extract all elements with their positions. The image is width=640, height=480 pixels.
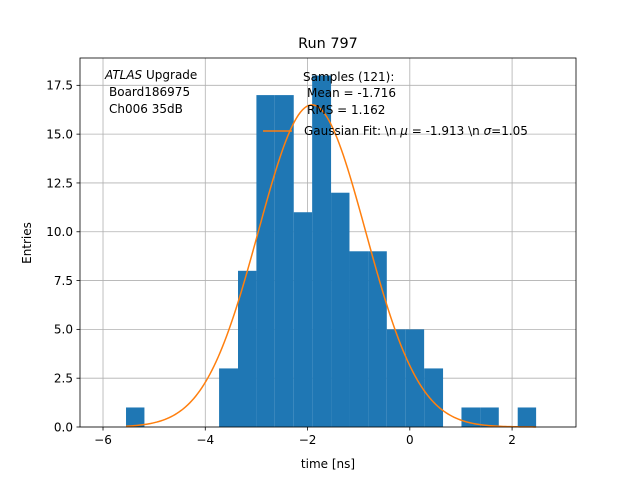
stats-samples: Samples (121): [303, 70, 394, 84]
histogram-bar [349, 251, 369, 427]
legend-fit-label: Gaussian Fit: \n μ = -1.913 \n σ=1.05 [304, 124, 528, 138]
histogram-bar [256, 95, 275, 427]
histogram-bar [238, 270, 257, 427]
legend-text-3: =1.05 [491, 124, 528, 138]
y-tick-label: 15.0 [46, 127, 73, 141]
histogram-bar [368, 251, 387, 427]
plot-frame [79, 57, 577, 428]
histogram-bar [312, 75, 332, 428]
y-tick-label: 2.5 [54, 371, 73, 385]
gaussian-fit-curve [125, 104, 537, 428]
legend-text-2: = -1.913 \n [408, 124, 484, 138]
channel-label: Ch006 35dB [109, 102, 183, 116]
histogram-bar [293, 212, 313, 427]
histogram-bar [517, 407, 537, 427]
x-tick-label: −6 [94, 433, 112, 447]
histogram-bar [219, 368, 239, 427]
y-tick-label: 0.0 [54, 420, 73, 434]
y-axis-ticks: 0.0 2.5 5.0 7.5 10.0 12.5 15.0 17.5 [46, 79, 80, 434]
x-tick-label: −2 [299, 433, 317, 447]
histogram-bar [331, 192, 350, 427]
y-tick-label: 10.0 [46, 225, 73, 239]
atlas-label-italic: ATLAS [104, 68, 143, 82]
y-axis-label: Entries [20, 222, 34, 264]
x-tick-label: −4 [196, 433, 214, 447]
y-tick-label: 7.5 [54, 274, 73, 288]
histogram-bar [126, 407, 145, 427]
atlas-upgrade-label: ATLAS Upgrade [104, 68, 197, 82]
stats-mean: Mean = -1.716 [307, 86, 396, 100]
histogram-bar [274, 95, 294, 427]
legend-text-1: Gaussian Fit: \n [304, 124, 400, 138]
stats-rms: RMS = 1.162 [307, 103, 385, 117]
legend-mu: μ [399, 124, 408, 138]
y-tick-label: 5.0 [54, 323, 73, 337]
chart-title: Run 797 [298, 36, 358, 52]
board-label: Board186975 [109, 85, 190, 99]
atlas-label-rest: Upgrade [142, 68, 197, 82]
y-tick-label: 17.5 [46, 79, 73, 93]
histogram-bar [386, 329, 406, 427]
x-tick-label: 2 [508, 433, 516, 447]
histogram-bar [480, 407, 499, 427]
histogram-bar [405, 329, 425, 427]
x-axis-ticks: −6 −4 −2 0 2 [94, 427, 516, 447]
x-axis-label: time [ns] [301, 457, 355, 471]
histogram-bar [424, 368, 444, 427]
x-tick-label: 0 [406, 433, 414, 447]
y-tick-label: 12.5 [46, 176, 73, 190]
legend-sigma: σ [484, 124, 492, 138]
